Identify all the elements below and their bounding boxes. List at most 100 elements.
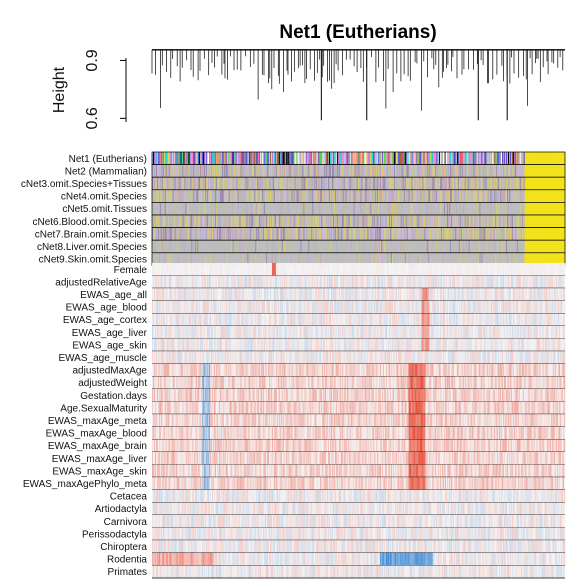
module-cell (227, 240, 229, 253)
module-cell (200, 189, 202, 203)
module-cell (250, 177, 252, 190)
trait-cell (436, 275, 438, 289)
module-cell (473, 252, 475, 266)
module-cell (545, 164, 547, 178)
module-cell (167, 202, 170, 215)
trait-cell (442, 275, 444, 289)
module-cell (384, 189, 386, 203)
module-cell (498, 252, 500, 266)
trait-cell (496, 275, 498, 289)
trait-cell (252, 275, 254, 289)
module-cell (267, 215, 269, 228)
module-cell (299, 227, 301, 241)
module-cell (297, 164, 299, 178)
module-cell (339, 202, 342, 215)
module-cell (450, 252, 453, 266)
module-cell (301, 202, 303, 215)
trait-cell (495, 275, 497, 289)
trait-cell (411, 275, 413, 289)
module-cell (358, 177, 360, 190)
module-cell (427, 202, 429, 215)
module-cell (198, 189, 200, 203)
module-cell (417, 177, 419, 190)
module-cell (475, 240, 477, 253)
module-cell (323, 152, 325, 165)
module-cell (267, 252, 269, 266)
module-cell (370, 177, 372, 190)
module-cell (245, 240, 247, 253)
module-cell (442, 177, 444, 190)
module-cell (549, 202, 551, 215)
module-cell (488, 227, 490, 241)
trait-cell (247, 288, 249, 301)
module-cell (193, 164, 195, 178)
trait-cell (384, 275, 386, 289)
trait-cell (394, 288, 397, 301)
module-cell (157, 164, 160, 178)
trait-cell (362, 275, 364, 289)
module-cell (309, 227, 311, 241)
module-cell (534, 152, 536, 165)
module-cell (343, 152, 346, 165)
trait-cell (453, 275, 456, 289)
trait-cell (270, 288, 273, 301)
module-cell (319, 189, 321, 203)
module-cell (229, 152, 231, 165)
module-cell (526, 152, 528, 165)
module-cell (499, 252, 501, 266)
module-cell (214, 202, 217, 215)
module-cell (374, 177, 376, 190)
module-cell (168, 177, 170, 190)
module-cell (474, 252, 476, 266)
trait-cell (389, 275, 392, 289)
module-cell (289, 164, 291, 178)
trait-cell (152, 263, 154, 276)
module-cell (425, 227, 427, 241)
trait-cell (425, 275, 427, 289)
module-cell (164, 189, 167, 203)
module-cell (317, 164, 319, 178)
trait-cell (375, 263, 377, 276)
module-cell (499, 177, 501, 190)
module-cell (265, 177, 267, 190)
trait-cell (540, 275, 542, 289)
trait-cell (214, 263, 217, 276)
trait-cell (477, 275, 479, 289)
trait-cell (220, 263, 223, 276)
module-cell (225, 152, 228, 165)
trait-cell (530, 275, 532, 289)
module-cell (218, 215, 221, 228)
module-cell (481, 152, 483, 165)
trait-cell (244, 263, 246, 276)
module-cell (390, 152, 393, 165)
module-cell (262, 202, 264, 215)
module-cell (294, 202, 296, 215)
module-cell (436, 252, 438, 266)
trait-cell (163, 275, 166, 289)
module-cell (161, 215, 164, 228)
trait-cell (374, 275, 376, 289)
module-cell (442, 152, 444, 165)
module-cell (197, 152, 199, 165)
module-cell (468, 202, 470, 215)
module-cell (302, 164, 304, 178)
module-cell (480, 152, 482, 165)
module-cell (428, 227, 430, 241)
module-cell (193, 177, 195, 190)
module-cell (363, 177, 365, 190)
module-cell (544, 240, 546, 253)
trait-cell (197, 275, 199, 289)
module-cell (339, 240, 342, 253)
module-cell (511, 189, 514, 203)
module-cell (403, 177, 406, 190)
trait-cell (365, 263, 367, 276)
module-cell (152, 177, 154, 190)
module-cell (178, 189, 180, 203)
module-cell (315, 240, 317, 253)
module-cell (377, 240, 379, 253)
trait-cell (539, 263, 541, 276)
module-cell (381, 252, 383, 266)
module-cell (550, 202, 552, 215)
trait-cell (312, 288, 314, 301)
module-cell (276, 152, 279, 165)
